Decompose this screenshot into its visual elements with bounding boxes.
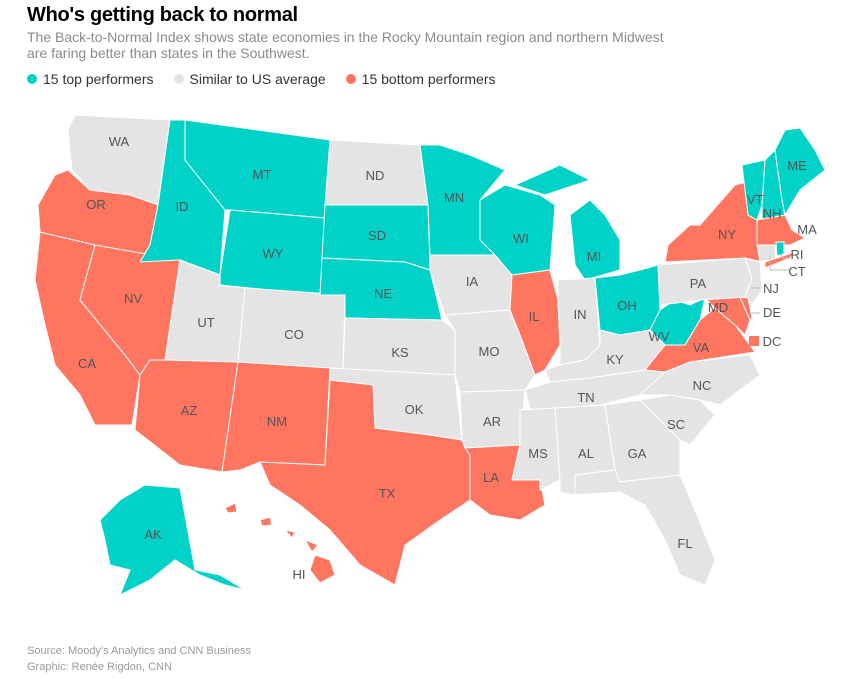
label-ma: MA [797,222,817,237]
label-il: IL [529,309,540,324]
state-nj[interactable] [744,257,763,306]
label-in: IN [574,307,587,322]
label-pa: PA [690,276,707,291]
legend-swatch-top [27,74,37,84]
label-me: ME [787,158,807,173]
legend-label-bottom: 15 bottom performers [361,71,496,87]
chart-subtitle: The Back-to-Normal Index shows state eco… [27,29,664,61]
state-ak[interactable] [99,484,246,597]
label-ga: GA [628,446,647,461]
state-vt[interactable] [741,159,766,221]
label-ks: KS [391,345,409,360]
label-nd: ND [366,168,385,183]
legend: 15 top performers Similar to US average … [27,71,496,87]
label-az: AZ [181,403,198,418]
label-dc: DC [763,334,782,349]
label-mn: MN [444,190,464,205]
state-ct[interactable] [756,244,777,263]
label-oh: OH [617,298,637,313]
label-nj: NJ [763,281,779,296]
label-hi: HI [293,567,306,582]
graphic-credit: Graphic: Renée Rigdon, CNN [27,661,172,673]
label-sc: SC [667,417,685,432]
label-mi: MI [587,249,601,264]
label-ne: NE [374,286,392,301]
source-note: Source: Moody's Analytics and CNN Busine… [27,645,252,657]
state-de[interactable] [739,296,753,321]
label-wy: WY [263,246,284,261]
label-ct: CT [788,264,805,279]
label-mt: MT [253,167,272,182]
state-ri[interactable] [775,241,785,257]
label-tn: TN [577,390,594,405]
legend-swatch-bottom [345,74,356,84]
dc-swatch [749,336,759,346]
label-ri: RI [791,247,804,262]
label-nm: NM [267,414,287,429]
label-ny: NY [718,227,736,242]
legend-label-average: Similar to US average [189,71,326,87]
state-tx[interactable] [259,379,471,586]
state-me[interactable] [774,127,826,217]
label-ut: UT [197,315,214,330]
label-id: ID [176,199,189,214]
label-vt: VT [747,192,764,207]
label-md: MD [708,300,728,315]
state-hi[interactable] [224,502,336,584]
label-ar: AR [483,414,501,429]
state-fl[interactable] [574,469,716,586]
label-ak: AK [144,527,162,542]
label-al: AL [578,446,594,461]
legend-swatch-average [173,74,184,84]
us-map: WA OR CA NV ID MT WY UT CO AZ NM ND SD N… [34,114,826,597]
label-ms: MS [528,446,548,461]
label-nv: NV [124,291,142,306]
chart-title: Who's getting back to normal [27,4,298,26]
legend-item-bottom: 15 bottom performers [345,71,496,87]
label-sd: SD [368,228,386,243]
label-ky: KY [606,352,624,367]
label-la: LA [483,470,499,485]
label-nc: NC [693,378,712,393]
label-ca: CA [78,356,96,371]
legend-item-top: 15 top performers [27,71,154,87]
label-or: OR [86,197,106,212]
label-va: VA [693,340,710,355]
state-mi[interactable] [513,164,621,281]
label-wi: WI [513,231,529,246]
label-ia: IA [466,274,479,289]
label-nh: NH [763,206,782,221]
label-de: DE [763,305,781,320]
label-co: CO [284,327,304,342]
legend-label-top: 15 top performers [43,71,154,87]
label-wa: WA [109,134,130,149]
label-ok: OK [405,402,424,417]
label-wv: WV [649,329,670,344]
label-tx: TX [379,486,396,501]
label-fl: FL [677,536,692,551]
label-mo: MO [479,344,500,359]
legend-item-average: Similar to US average [173,71,326,87]
